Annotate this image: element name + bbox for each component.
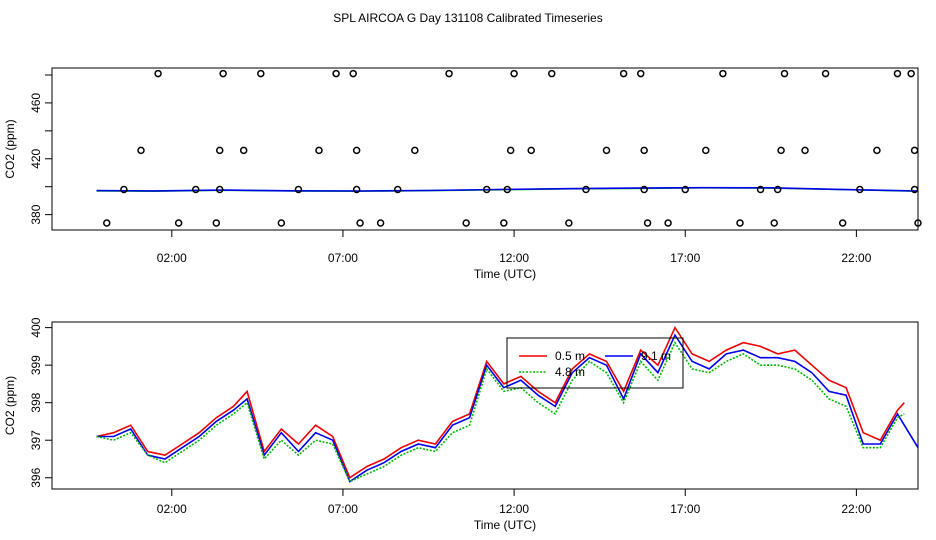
legend-label: 4.8 m xyxy=(555,365,585,379)
series-line-0-5-m xyxy=(96,325,905,479)
data-point xyxy=(719,69,727,78)
x-axis-label: Time (UTC) xyxy=(474,518,536,532)
data-point xyxy=(770,219,778,227)
x-tick-label: 22:00 xyxy=(841,251,871,265)
legend-label: 0.5 m xyxy=(555,349,585,363)
data-point xyxy=(910,146,919,155)
series-line-4-8-m xyxy=(96,340,905,483)
data-point xyxy=(821,69,830,78)
x-tick-label: 22:00 xyxy=(841,502,871,516)
data-point xyxy=(907,69,915,78)
data-point xyxy=(910,185,919,194)
data-point xyxy=(445,69,453,78)
data-point xyxy=(914,219,922,227)
data-point xyxy=(664,219,672,227)
top-panel: 02:00 07:00 12:00 17:00 22:00 380 420 460 Time (… xyxy=(3,67,922,281)
x-axis-label: Time (UTC) xyxy=(474,267,536,281)
bottom-panel: 02:00 07:00 12:00 17:00 22:00 396 397 398 399 400… xyxy=(3,317,919,532)
data-point xyxy=(315,146,323,155)
x-tick-label: 07:00 xyxy=(328,502,358,516)
data-point xyxy=(411,146,419,155)
data-point xyxy=(602,146,611,155)
data-point xyxy=(780,69,789,78)
data-point xyxy=(215,185,224,194)
data-point xyxy=(643,219,652,227)
x-tick-label: 17:00 xyxy=(670,251,700,265)
data-point xyxy=(482,185,491,194)
data-point xyxy=(619,69,628,78)
data-point xyxy=(565,219,573,227)
data-point xyxy=(503,185,511,194)
legend-box xyxy=(506,337,684,389)
y-tick-label: 460 xyxy=(29,93,43,113)
data-point xyxy=(215,146,224,155)
legend-label: 9.1 m xyxy=(641,349,671,363)
data-point xyxy=(893,69,902,78)
data-point xyxy=(120,185,128,194)
data-point xyxy=(777,146,785,155)
plot-frame xyxy=(51,321,919,490)
x-tick-label: 12:00 xyxy=(499,502,529,516)
data-point xyxy=(510,69,518,78)
data-point xyxy=(527,146,535,155)
data-point xyxy=(239,146,248,155)
y-tick-label: 420 xyxy=(29,148,43,168)
y-tick-label: 400 xyxy=(29,317,43,337)
data-point xyxy=(500,219,508,227)
data-point xyxy=(547,69,556,78)
data-point xyxy=(257,69,265,78)
data-point xyxy=(856,185,864,194)
x-tick-label: 07:00 xyxy=(328,251,358,265)
x-tick-label: 17:00 xyxy=(670,502,700,516)
y-tick-label: 380 xyxy=(29,204,43,224)
data-point xyxy=(154,69,162,78)
y-tick-label: 397 xyxy=(29,430,43,450)
data-point xyxy=(681,185,689,194)
y-tick-label: 398 xyxy=(29,392,43,412)
data-point xyxy=(636,69,645,78)
data-point xyxy=(137,146,145,155)
x-tick-label: 02:00 xyxy=(157,251,187,265)
y-axis-label: CO2 (ppm) xyxy=(3,119,17,178)
data-point xyxy=(376,219,385,227)
x-tick-label: 02:00 xyxy=(157,502,187,516)
data-point xyxy=(640,185,648,194)
series-line-9-1-m xyxy=(96,333,919,483)
data-point xyxy=(174,219,183,227)
data-point xyxy=(640,146,648,155)
data-point xyxy=(332,69,340,78)
chart-title: SPL AIRCOA G Day 131108 Calibrated Times… xyxy=(333,11,602,25)
data-point xyxy=(702,146,710,155)
data-point xyxy=(838,219,847,227)
data-point xyxy=(582,185,590,194)
data-point xyxy=(756,185,765,194)
data-point xyxy=(773,185,782,194)
data-point xyxy=(277,219,286,227)
data-point xyxy=(352,146,361,155)
y-tick-label: 399 xyxy=(29,355,43,375)
x-tick-label: 12:00 xyxy=(499,251,529,265)
data-point xyxy=(192,185,200,194)
data-point xyxy=(356,219,364,227)
data-point xyxy=(294,185,303,194)
data-point xyxy=(219,69,227,78)
data-point xyxy=(462,219,470,227)
data-point xyxy=(103,219,111,227)
y-tick-label: 396 xyxy=(29,467,43,487)
plot-frame xyxy=(51,67,919,231)
data-point xyxy=(393,185,402,194)
data-point xyxy=(349,69,357,78)
data-point xyxy=(212,219,221,227)
data-point xyxy=(736,219,744,227)
data-point xyxy=(352,185,361,194)
data-point xyxy=(506,146,515,155)
y-axis-label: CO2 (ppm) xyxy=(3,376,17,435)
data-point xyxy=(873,146,881,155)
data-point xyxy=(801,146,809,155)
